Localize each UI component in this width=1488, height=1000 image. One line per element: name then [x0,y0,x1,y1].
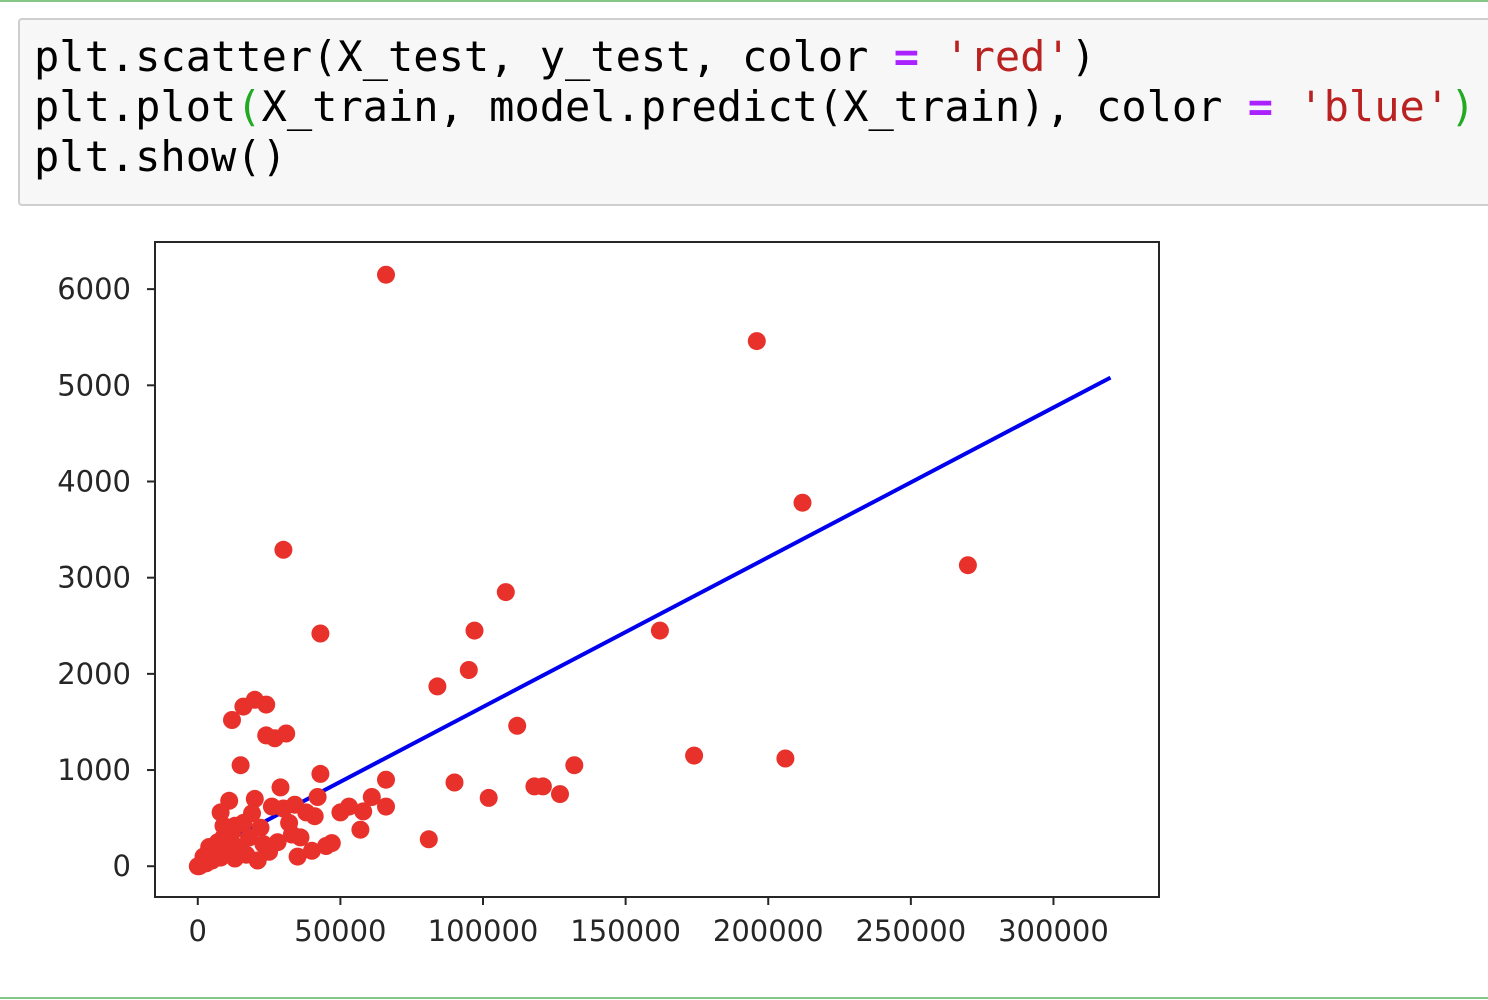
y-axis-ticks: 0 1000 2000 3000 4000 5000 6000 [57,272,155,883]
scatter-point [274,540,293,559]
code-token: plt.plot [34,82,237,131]
y-tick-label: 1000 [57,753,131,787]
scatter-point [188,857,207,876]
x-tick-label: 300000 [998,914,1109,948]
code-token [1273,82,1298,131]
scatter-point [274,799,293,818]
scatter-point [958,556,977,575]
cell-output-area: 0 50000 100000 150000 200000 250000 300000 0 10… [0,220,1488,990]
code-line-2[interactable]: plt.plot(X_train, model.predict(X_train)… [34,82,1475,132]
regression-line [196,375,1112,859]
scatter-point [311,624,330,643]
scatter-point [354,802,373,821]
scatter-point [551,785,569,804]
scatter-point [776,749,795,768]
scatter-point [223,711,241,729]
scatter-point [322,834,341,853]
scatter-point [234,697,253,716]
scatter-point [214,828,233,847]
x-axis-ticks: 0 50000 100000 150000 200000 250000 300000 [189,897,1109,948]
scatter-point [377,797,395,816]
scatter-point [245,789,264,808]
x-tick-label: 0 [189,914,207,948]
scatter-points-group [188,265,977,876]
scatter-point [331,803,350,822]
code-cell-input[interactable]: plt.scatter(X_test, y_test, color = 'red… [18,18,1488,206]
scatter-point [288,847,307,866]
code-token: 'blue' [1298,82,1451,131]
scatter-point [297,803,316,822]
scatter-point [508,716,527,735]
x-tick-label: 50000 [294,914,386,948]
scatter-point [419,830,438,849]
scatter-point [211,803,230,822]
scatter-point [459,661,478,679]
code-line-1[interactable]: plt.scatter(X_test, y_test, color = 'red… [34,32,1096,82]
x-tick-label: 150000 [570,914,681,948]
scatter-point [311,764,330,783]
code-token: plt.scatter(X_test, y_test, color [34,32,894,81]
y-tick-label: 0 [113,849,131,883]
scatter-point [496,583,515,602]
plot-axes-frame [154,241,1160,898]
code-token: plt.show() [34,132,287,181]
notebook-top-border [0,0,1488,2]
regression-line-group [196,375,1112,859]
code-token [919,32,944,81]
code-token: X_train, model.predict(X_train), color [261,82,1248,131]
scatter-point [254,835,273,854]
code-line-3[interactable]: plt.show() [34,132,287,182]
scatter-plot-figure: 0 50000 100000 150000 200000 250000 300000 0 10… [57,241,1160,948]
x-tick-label: 250000 [855,914,966,948]
scatter-point [257,726,276,745]
scatter-point [465,621,484,640]
scatter-point [377,265,395,284]
scatter-point [308,788,327,806]
scatter-point [377,770,395,789]
scatter-point [533,777,552,796]
code-token: ) [1450,82,1476,131]
scatter-point [445,773,464,792]
y-tick-label: 5000 [57,368,131,402]
code-token: ) [1070,32,1097,81]
notebook-bottom-border [0,997,1488,999]
scatter-point [271,778,290,797]
code-token: 'red' [944,32,1071,81]
y-tick-label: 3000 [57,561,131,595]
scatter-point [243,804,261,823]
scatter-point [282,825,301,844]
scatter-point [685,746,704,765]
code-token: = [893,32,920,81]
scatter-point [479,788,498,807]
scatter-point [793,493,812,512]
scatter-point [351,820,370,839]
scatter-point [747,332,766,351]
code-token: = [1247,82,1274,131]
scatter-point [225,816,244,835]
scatter-point [231,756,250,775]
scatter-point [362,788,381,806]
x-tick-label: 100000 [428,914,539,948]
code-token: ( [236,82,262,131]
y-tick-label: 2000 [57,657,131,691]
y-tick-label: 6000 [57,272,131,306]
scatter-point [302,841,321,860]
y-tick-label: 4000 [57,464,131,498]
scatter-point [650,621,669,640]
scatter-point [565,756,584,775]
scatter-point [428,677,447,696]
x-tick-label: 200000 [713,914,824,948]
